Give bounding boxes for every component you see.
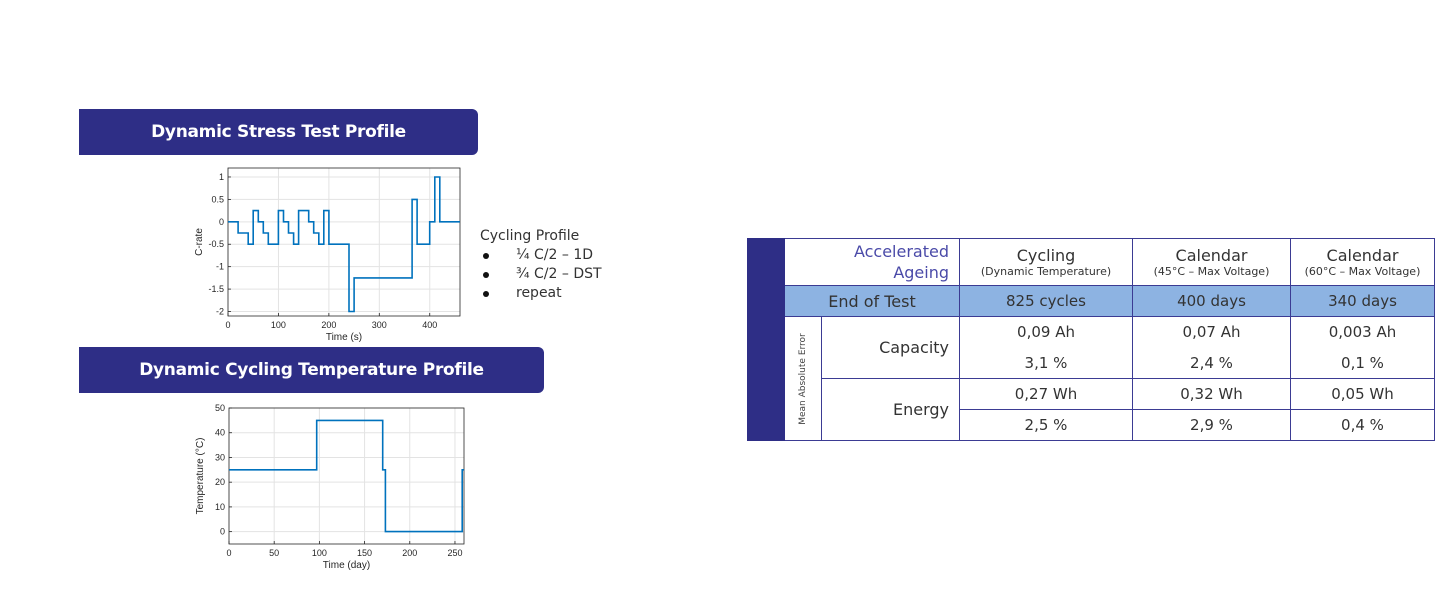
plot-frame [228,407,465,545]
y-tick-label: 0 [219,217,224,227]
x-tick-label: 150 [357,548,372,558]
ageing-results-table: Accelerated Ageing Cycling (Dynamic Temp… [747,238,1435,441]
capacity-row-2: 3,1 % 2,4 % 0,1 % [748,347,1435,379]
table-cell: 2,5 % [959,409,1133,441]
cycling-profile-item: ¾ C/2 – DST [480,265,602,284]
y-axis-label: Temperature (°C) [195,438,206,515]
column-subtitle: (Dynamic Temperature) [980,264,1112,278]
y-tick-label: 0 [220,527,225,537]
x-tick-label: 300 [372,320,387,330]
y-tick-label: 0.5 [211,194,224,204]
table-cell: 0,32 Wh [1132,378,1291,410]
energy-label: Energy [821,378,960,441]
accelerated-ageing-header: Accelerated Ageing [784,238,960,286]
energy-row-2: 2,5 % 2,9 % 0,4 % [748,409,1435,441]
column-header-cycling: Cycling (Dynamic Temperature) [959,238,1133,286]
table-cell: 3,1 % [959,347,1133,379]
y-tick-label: -0.5 [208,239,224,249]
column-title: Cycling [1016,245,1076,265]
x-tick-label: 200 [402,548,417,558]
cycling-profile-heading: Cycling Profile [480,228,580,244]
x-tick-label: 100 [271,320,286,330]
table-side-strip [747,238,785,441]
end-of-test-label: End of Test [784,285,960,317]
column-title: Calendar [1326,245,1399,265]
y-tick-label: 30 [215,452,225,462]
table-cell: 825 cycles [959,285,1133,317]
table-cell: 0,07 Ah [1132,316,1291,348]
table-cell: 2,9 % [1132,409,1291,441]
x-tick-label: 100 [312,548,327,558]
header-line: Accelerated [853,242,949,261]
column-title: Calendar [1175,245,1248,265]
energy-row-1: Energy 0,27 Wh 0,32 Wh 0,05 Wh [748,378,1435,441]
temperature-profile-banner: Dynamic Cycling Temperature Profile [79,347,544,393]
cycling-profile-item: repeat [480,284,602,303]
x-tick-label: 50 [269,548,279,558]
table-cell: 0,1 % [1290,347,1435,379]
table-cell: 0,003 Ah [1290,316,1435,348]
y-tick-label: 10 [215,502,225,512]
plot-area [229,408,464,544]
x-tick-label: 0 [225,320,230,330]
plot-frame [227,167,461,317]
y-tick-label: -1 [216,262,224,272]
table-cell: 0,09 Ah [959,316,1133,348]
column-header-calendar-45: Calendar (45°C – Max Voltage) [1132,238,1291,286]
y-tick-label: 50 [215,403,225,413]
vertical-label-text: Mean Absolute Error [798,332,808,425]
dst-profile-title: Dynamic Stress Test Profile [151,122,406,142]
plot-area [228,168,460,316]
table-cell: 0,27 Wh [959,378,1133,410]
table-cell: 0,05 Wh [1290,378,1435,410]
table-header-row: Accelerated Ageing Cycling (Dynamic Temp… [747,238,1435,441]
cycling-profile: Cycling Profile ¼ C/2 – 1D ¾ C/2 – DST r… [480,228,602,303]
y-tick-label: -2 [216,307,224,317]
y-tick-label: 1 [219,172,224,182]
temperature-chart: 0 50 100 150 200 250 0 10 20 30 40 50 Time (day) Temp… [195,403,465,571]
x-tick-label: 200 [321,320,336,330]
table-cell: 0,4 % [1290,409,1435,441]
column-subtitle: (45°C – Max Voltage) [1153,264,1270,278]
table-cell: 340 days [1290,285,1435,317]
column-header-calendar-60: Calendar (60°C – Max Voltage) [1290,238,1435,286]
x-tick-label: 0 [226,548,231,558]
dst-chart: 0 100 200 300 400 -2 -1.5 -1 -0.5 0 0.5 1 Time (s) C-… [194,167,461,343]
y-tick-label: 40 [215,428,225,438]
header-line: Ageing [893,263,949,282]
end-of-test-row: End of Test 825 cycles 400 days 340 days [748,285,1435,317]
series-line [229,419,464,533]
capacity-row-1: Mean Absolute Error Capacity 0,09 Ah 0,0… [748,316,1435,441]
x-axis-label: Time (day) [323,560,370,571]
y-tick-label: -1.5 [208,284,224,294]
x-tick-label: 250 [447,548,462,558]
mean-absolute-error-label: Mean Absolute Error [784,316,822,441]
x-axis-label: Time (s) [326,332,362,343]
capacity-label: Capacity [821,316,960,379]
cycling-profile-item: ¼ C/2 – 1D [480,246,602,265]
dst-profile-banner: Dynamic Stress Test Profile [79,109,478,155]
y-tick-label: 20 [215,477,225,487]
temperature-profile-title: Dynamic Cycling Temperature Profile [139,360,484,380]
series-line [228,176,460,313]
table-cell: 400 days [1132,285,1291,317]
cycling-profile-list: ¼ C/2 – 1D ¾ C/2 – DST repeat [480,246,602,303]
x-tick-label: 400 [422,320,437,330]
table-cell: 2,4 % [1132,347,1291,379]
column-subtitle: (60°C – Max Voltage) [1304,264,1421,278]
y-axis-label: C-rate [194,228,205,256]
